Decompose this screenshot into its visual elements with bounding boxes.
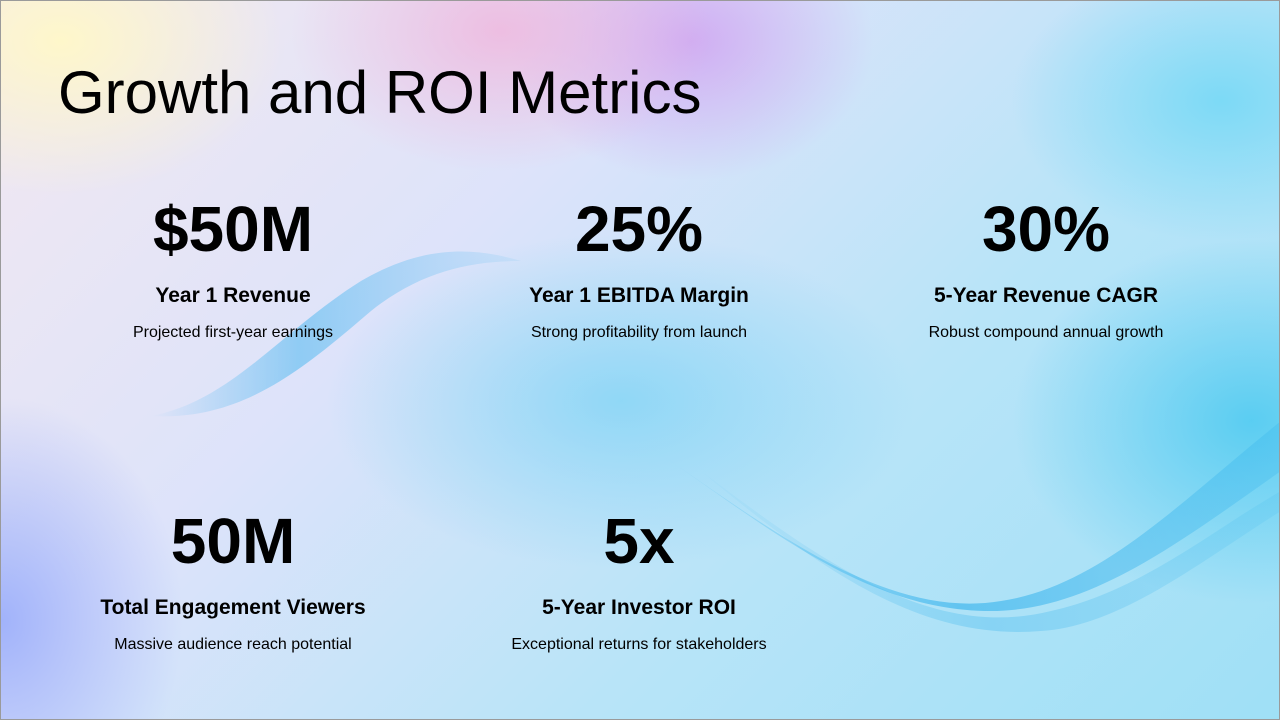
metric-value: 30%	[981, 193, 1111, 265]
metric-card-year1-revenue: $50M Year 1 Revenue Projected first-year…	[43, 193, 423, 343]
metric-description: Massive audience reach potential	[114, 636, 352, 653]
wave-right-faint	[701, 471, 1279, 632]
metric-card-revenue-cagr: 30% 5-Year Revenue CAGR Robust compound …	[856, 193, 1236, 343]
metric-description: Strong profitability from launch	[530, 324, 748, 341]
wave-right	[641, 422, 1279, 611]
metric-card-ebitda-margin: 25% Year 1 EBITDA Margin Strong profitab…	[449, 193, 829, 343]
metric-card-engagement-viewers: 50M Total Engagement Viewers Massive aud…	[43, 505, 423, 655]
wave-left	[151, 251, 521, 417]
metric-value: 25%	[574, 193, 704, 265]
metric-value: 50M	[170, 505, 296, 577]
metric-card-investor-roi: 5x 5-Year Investor ROI Exceptional retur…	[449, 505, 829, 655]
metric-label: 5-Year Revenue CAGR	[933, 284, 1159, 307]
metric-description: Projected first-year earnings	[132, 324, 334, 341]
metric-label: Year 1 EBITDA Margin	[529, 284, 749, 307]
metric-description: Robust compound annual growth	[928, 324, 1164, 341]
slide-title: Growth and ROI Metrics	[58, 59, 702, 126]
metric-label: 5-Year Investor ROI	[542, 596, 736, 619]
metric-value: 5x	[603, 505, 675, 577]
metric-label: Total Engagement Viewers	[100, 596, 366, 619]
metric-value: $50M	[152, 193, 314, 265]
metric-label: Year 1 Revenue	[155, 284, 311, 307]
metric-description: Exceptional returns for stakeholders	[511, 636, 767, 653]
